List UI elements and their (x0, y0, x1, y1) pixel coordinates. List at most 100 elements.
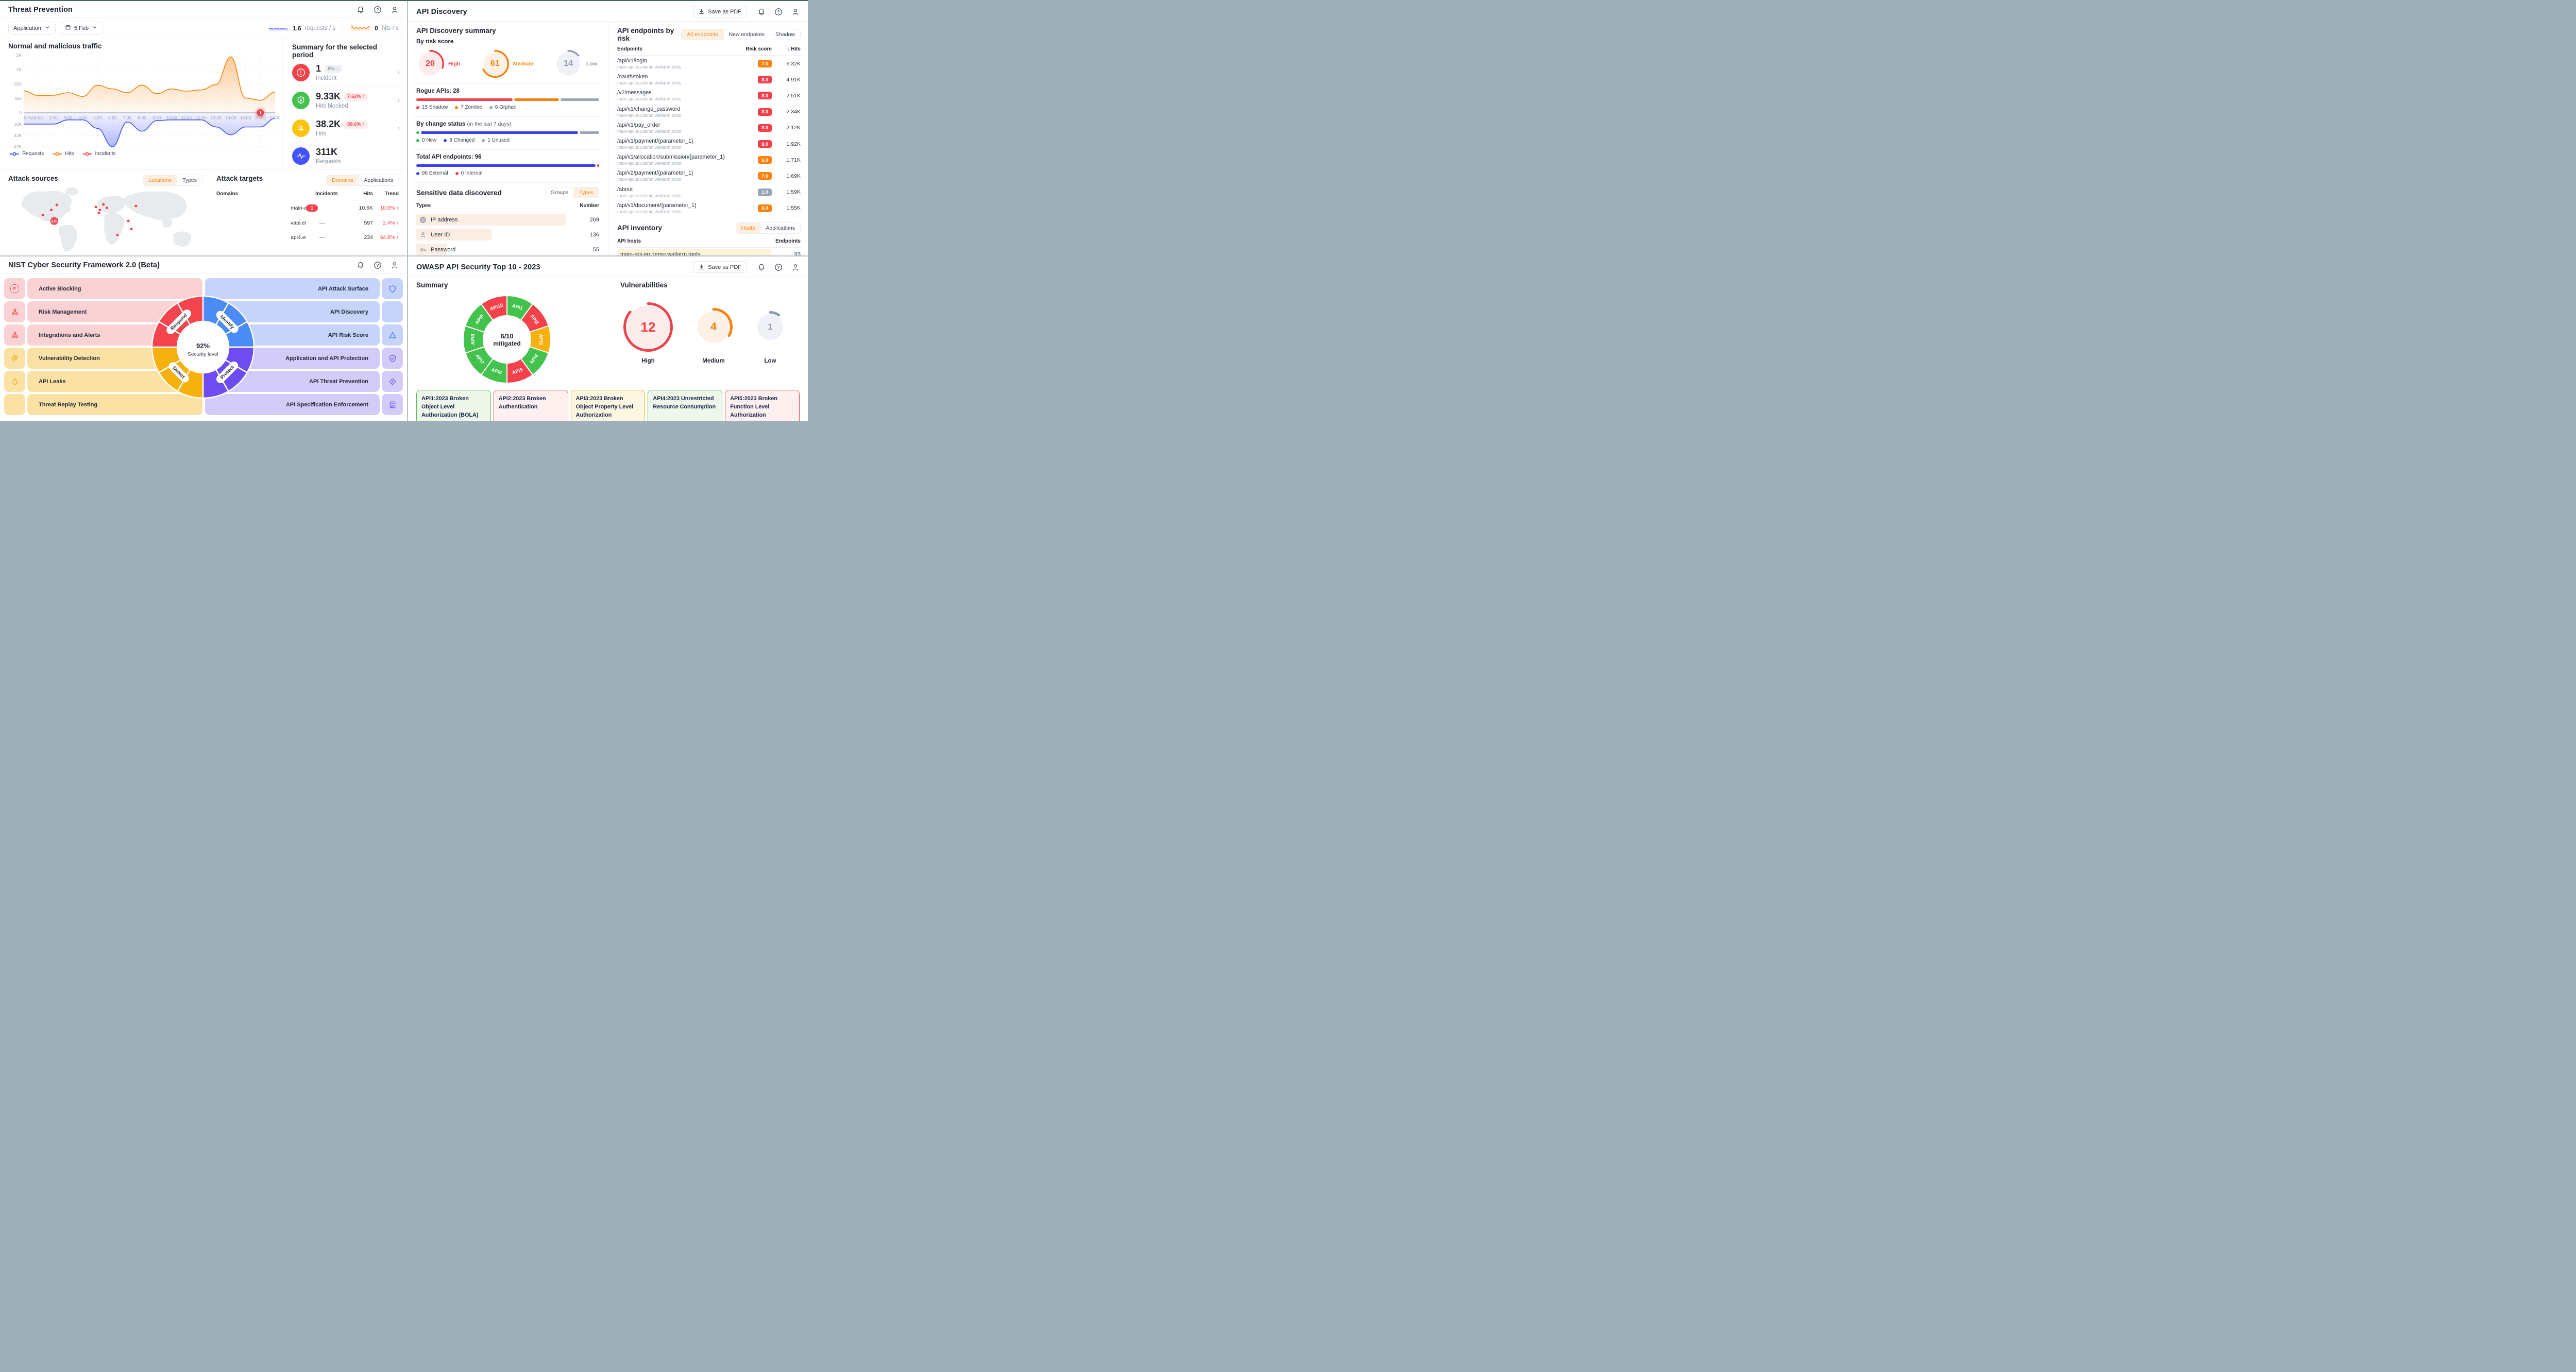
account-button[interactable] (791, 263, 800, 271)
metric-label: Requests (316, 159, 341, 165)
table-row[interactable]: /oauth/token main-api.eu.demo.wallarm.too… (617, 72, 801, 88)
endpoint-risk: 8.0 (740, 108, 772, 116)
owasp-card-api2[interactable]: API2:2023 Broken AuthenticationSecurity … (493, 390, 568, 421)
table-row[interactable]: /api/v1/pay_order main-api.eu.demo.wallar… (617, 120, 801, 136)
owasp-card-api5[interactable]: API5:2023 Broken Function Level Authoriz… (725, 390, 800, 421)
attack-sources-card: Attack sources Locations Types 4.9k (0, 170, 209, 255)
nist-block-threat-replay-testing[interactable]: Threat Replay Testing (4, 394, 202, 415)
owasp-mitigation-donut[interactable]: API1 API2 API3 API4 API5 API6 API7 API8 API9 API1… (462, 294, 552, 385)
date-filter-dropdown[interactable]: 5 Feb (59, 22, 103, 35)
table-row[interactable]: User ID 136 (416, 227, 599, 242)
attack-sources-tab-locations[interactable]: Locations (143, 175, 177, 185)
table-row[interactable]: /api/v2/payment/{parameter_1} main-api.eu… (617, 168, 801, 184)
endpoint: /v2/messages main-api.eu.demo.wallarm.too… (617, 90, 740, 101)
ipcircle-icon: IP (4, 278, 25, 299)
risk-gauge-low: 14 Low (554, 50, 597, 78)
help-button[interactable]: ? (374, 261, 382, 269)
summary-row-hits[interactable]: 38.2K 88.6% ↑ Hits › (292, 114, 400, 142)
attack-targets-tab-domains[interactable]: Domains (326, 175, 359, 185)
help-icon: ? (774, 263, 783, 271)
column-header: Risk score (745, 46, 772, 52)
hub-icon (11, 331, 19, 339)
notifications-button[interactable] (357, 6, 365, 14)
table-row[interactable]: /api/v1/login main-api.eu.demo.wallarm.to… (617, 56, 801, 72)
owasp-card-api4[interactable]: API4:2023 Unrestricted Resource Consumpt… (648, 390, 723, 421)
nist-block-active-blocking[interactable]: IP Active Blocking (4, 278, 202, 299)
endpoint-hits: 6.32K (786, 60, 801, 67)
owasp-card-api1[interactable]: API1:2023 Broken Object Level Authorizat… (416, 390, 491, 421)
help-button[interactable]: ? (774, 8, 783, 16)
notifications-button[interactable] (757, 8, 766, 16)
owasp-card-header: API4:2023 Unrestricted Resource Consumpt… (648, 390, 722, 421)
endpoints-by-risk-tab-all-endpoints[interactable]: All endpoints (682, 29, 723, 40)
sensitive-data-tab-types[interactable]: Types (573, 187, 599, 198)
endpoint: /api/v2/payment/{parameter_1} main-api.eu… (617, 170, 740, 182)
risk-score-badge: 8.0 (758, 124, 772, 132)
api-inventory-tab-hosts[interactable]: Hosts (736, 222, 760, 233)
endpoints-by-risk-tab-shadow[interactable]: Shadow (770, 29, 800, 40)
endpoint-hits: 2.34K (786, 109, 801, 115)
svg-text:6:00: 6:00 (108, 115, 117, 121)
help-button[interactable]: ? (774, 263, 783, 271)
chevron-right-icon: › (397, 68, 400, 77)
bell-icon (357, 261, 365, 269)
column-header: Types (416, 203, 431, 209)
notifications-button[interactable] (757, 263, 766, 271)
table-row[interactable]: IP address 269 (416, 212, 599, 227)
table-row[interactable]: api4.eu.demo.wallarm.tools — 234 64.8% ↑ (216, 230, 399, 245)
help-button[interactable]: ? (374, 6, 382, 14)
endpoints-by-risk-tab-new-endpoints[interactable]: New endpoints (723, 29, 770, 40)
legend-dot (416, 172, 419, 175)
endpoint-risk: 8.0 (740, 124, 772, 132)
endpoint-risk: 6.0 (740, 204, 772, 212)
save-as-pdf-button[interactable]: Save as PDF (693, 261, 747, 273)
legend-item-hits[interactable]: Hits (52, 151, 74, 157)
table-row[interactable]: /v2/messages main-api.eu.demo.wallarm.too… (617, 88, 801, 104)
api-inventory-tab-applications[interactable]: Applications (760, 222, 800, 233)
legend-label: Hits (65, 151, 74, 157)
sensitive-data-tab-groups[interactable]: Groups (545, 187, 573, 198)
risk-score-badge: 8.0 (758, 92, 772, 100)
target-incidents: 597 (364, 220, 373, 226)
table-row[interactable]: /about main-api.eu.demo.wallarm.tools 1.0 1… (617, 184, 801, 200)
nist-block-api-attack-surface[interactable]: API Attack Surface (205, 278, 403, 299)
nist-block-api-specification-enforcement[interactable]: API Specification Enforcement (205, 394, 403, 415)
save-as-pdf-button[interactable]: Save as PDF (693, 6, 747, 18)
target-trend: 64.8% ↑ (380, 234, 399, 241)
account-button[interactable] (391, 261, 399, 269)
attack-sources-tab-types[interactable]: Types (176, 175, 202, 185)
endpoint-host: main-api.eu.demo.wallarm.tools (617, 161, 682, 166)
table-row[interactable]: /api/v1/change_password main-api.eu.demo.… (617, 104, 801, 120)
owasp-card-api3[interactable]: API3:2023 Broken Object Property Level A… (570, 390, 646, 421)
legend-dot (444, 139, 447, 142)
shield-icon (382, 278, 403, 299)
table-row[interactable]: Password 55 (416, 242, 599, 255)
arrows-icon (296, 123, 306, 133)
account-button[interactable] (391, 6, 399, 14)
table-row[interactable]: /api/v1/allocation/submission/{parameter… (617, 152, 801, 168)
owasp-card-title: API5:2023 Broken Function Level Authoriz… (730, 396, 778, 419)
summary-row-incident[interactable]: 1 0% ↓ Incident › (292, 59, 400, 87)
table-row[interactable]: vapi.eu.demo.wallarm.tools — 597 2.4% ↑ (216, 216, 399, 230)
application-filter-dropdown[interactable]: Application (8, 22, 56, 35)
legend-item-incidents[interactable]: Incidents (82, 151, 116, 157)
nist-security-donut[interactable]: 92% Security level Identify Protect Detect… (150, 294, 256, 400)
endpoint-risk: 1.0 (740, 188, 772, 196)
summary-row-hits-blocked[interactable]: 9.33K 7.62% ↑ Hits blocked › (292, 87, 400, 114)
window-top-edge (0, 0, 808, 1)
table-row[interactable]: /api/v1/document/{parameter_1} main-api.e… (617, 200, 801, 216)
attack-targets-tab-applications[interactable]: Applications (358, 175, 398, 185)
traffic-chart[interactable]: 2K 1K 920 460 0 16K 32K 47K 5 Feb 1:00 2:00 3:00 4:0… (8, 50, 280, 149)
vulnerability-gauge-label: Low (764, 358, 776, 364)
notifications-button[interactable] (357, 261, 365, 269)
account-button[interactable] (791, 8, 800, 16)
summary-row-requests[interactable]: 311K Requests (292, 142, 400, 169)
hits-rate-label: hits / s (381, 25, 399, 31)
legend-dot (482, 139, 485, 142)
gauge-value: 1 (768, 322, 773, 332)
table-row[interactable]: main-api.eu.demo.wallarm.tools 93 (617, 248, 801, 255)
table-row[interactable]: /api/v1/payment/{parameter_1} main-api.eu… (617, 136, 801, 152)
legend-item-requests[interactable]: Requests (9, 151, 44, 157)
attack-sources-map[interactable]: 4.9k (8, 186, 202, 255)
